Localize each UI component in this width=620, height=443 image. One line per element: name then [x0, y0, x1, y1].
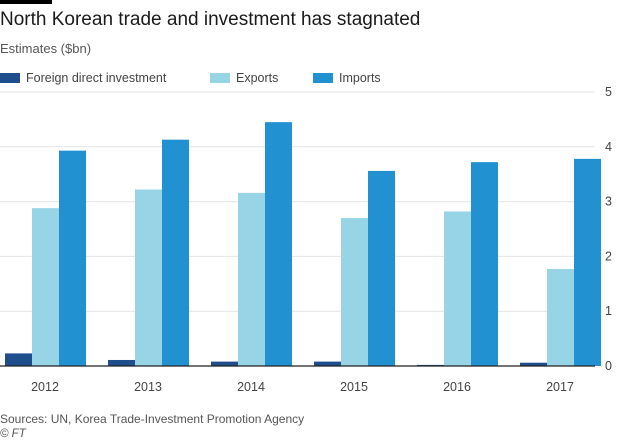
- bar-imports-2013: [162, 139, 189, 366]
- bar-exports-2012: [32, 208, 59, 366]
- legend-swatch-imports: [313, 73, 333, 83]
- x-tick-label: 2014: [237, 380, 265, 394]
- x-tick-label: 2015: [340, 380, 368, 394]
- x-tick-label: 2016: [443, 380, 471, 394]
- chart-title: North Korean trade and investment has st…: [0, 9, 421, 30]
- x-tick-label: 2017: [546, 380, 574, 394]
- bar-exports-2013: [135, 189, 162, 366]
- source-note: Sources: UN, Korea Trade-Investment Prom…: [0, 412, 305, 426]
- legend-item-fdi: Foreign direct investment: [0, 70, 166, 86]
- bar-exports-2017: [547, 269, 574, 366]
- legend-item-imports: Imports: [313, 70, 381, 86]
- bar-foreign-direct-investment-2015: [314, 361, 341, 366]
- bar-exports-2016: [444, 211, 471, 366]
- y-tick-label: 2: [605, 249, 612, 263]
- legend-item-exports: Exports: [210, 70, 278, 86]
- bar-foreign-direct-investment-2017: [520, 362, 547, 366]
- x-tick-label: 2012: [31, 380, 59, 394]
- legend-label-fdi: Foreign direct investment: [26, 71, 167, 85]
- legend-swatch-exports: [210, 73, 230, 83]
- y-tick-label: 4: [605, 140, 612, 154]
- bar-imports-2016: [471, 162, 498, 366]
- bar-foreign-direct-investment-2012: [5, 353, 32, 366]
- y-tick-label: 3: [605, 195, 612, 209]
- bar-imports-2015: [368, 170, 395, 366]
- bar-exports-2015: [341, 218, 368, 366]
- y-tick-label: 1: [605, 304, 612, 318]
- bar-imports-2017: [574, 158, 601, 366]
- bar-imports-2012: [59, 150, 86, 366]
- bar-exports-2014: [238, 192, 265, 366]
- chart-subtitle: Estimates ($bn): [0, 41, 92, 56]
- y-tick-label: 5: [605, 85, 612, 99]
- chart-legend: Foreign direct investment Exports Import…: [0, 70, 620, 86]
- legend-label-exports: Exports: [236, 71, 279, 85]
- ft-top-bar: [0, 0, 52, 4]
- bar-foreign-direct-investment-2013: [108, 359, 135, 366]
- legend-label-imports: Imports: [339, 71, 381, 85]
- bar-foreign-direct-investment-2014: [211, 361, 238, 366]
- ft-credit: © FT: [0, 428, 26, 440]
- legend-swatch-fdi: [0, 73, 20, 83]
- bar-chart: 2012 2013 2014 2015 2016 2017 0 1 2 3 4 5: [0, 85, 612, 394]
- y-tick-label: 0: [605, 359, 612, 373]
- bar-imports-2014: [265, 122, 292, 366]
- x-tick-label: 2013: [134, 380, 162, 394]
